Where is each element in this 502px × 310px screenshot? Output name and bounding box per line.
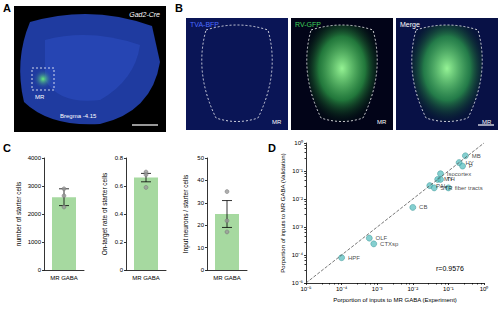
svg-text:0: 0 bbox=[120, 267, 124, 273]
svg-text:10⁻¹: 10⁻¹ bbox=[443, 286, 454, 292]
svg-text:A: A bbox=[3, 2, 11, 14]
svg-text:Porportion of inputs to MR GAB: Porportion of inputs to MR GABA (Experim… bbox=[333, 297, 457, 303]
svg-text:30: 30 bbox=[197, 200, 204, 206]
svg-text:10⁻⁵: 10⁻⁵ bbox=[291, 280, 303, 286]
svg-text:On-target rate of starter cell: On-target rate of starter cells bbox=[101, 172, 109, 255]
svg-text:1000: 1000 bbox=[28, 239, 42, 245]
svg-text:10⁻⁴: 10⁻⁴ bbox=[336, 286, 348, 292]
svg-text:HPF: HPF bbox=[348, 255, 360, 261]
svg-text:Merge: Merge bbox=[400, 21, 420, 29]
svg-text:10⁻²: 10⁻² bbox=[407, 286, 418, 292]
svg-text:10⁻²: 10⁻² bbox=[292, 196, 303, 202]
svg-text:MR: MR bbox=[272, 119, 282, 125]
svg-text:C: C bbox=[3, 142, 11, 154]
svg-text:0.6: 0.6 bbox=[115, 183, 124, 189]
svg-text:B: B bbox=[175, 2, 183, 14]
svg-text:OLF: OLF bbox=[375, 235, 388, 242]
svg-text:TVA-BFP: TVA-BFP bbox=[190, 21, 219, 28]
svg-text:CTXsp: CTXsp bbox=[380, 241, 399, 247]
svg-text:10⁻⁵: 10⁻⁵ bbox=[300, 286, 312, 292]
svg-text:20: 20 bbox=[197, 222, 204, 228]
svg-text:STR: STR bbox=[441, 185, 454, 191]
svg-text:0.8: 0.8 bbox=[115, 155, 124, 161]
svg-text:2000: 2000 bbox=[28, 211, 42, 217]
svg-text:10⁻⁴: 10⁻⁴ bbox=[292, 252, 304, 258]
svg-text:Bregma -4.15: Bregma -4.15 bbox=[60, 113, 97, 119]
svg-text:MR: MR bbox=[35, 94, 45, 100]
svg-text:fiber tracts: fiber tracts bbox=[455, 185, 483, 191]
svg-text:r=0.9576: r=0.9576 bbox=[436, 265, 464, 272]
svg-text:MR GABA: MR GABA bbox=[50, 275, 78, 281]
svg-text:number of starter cells: number of starter cells bbox=[15, 181, 22, 246]
svg-text:MB: MB bbox=[472, 153, 481, 159]
svg-text:D: D bbox=[268, 142, 276, 154]
svg-text:MR: MR bbox=[377, 119, 387, 125]
svg-text:TH: TH bbox=[447, 176, 455, 182]
svg-text:0: 0 bbox=[201, 267, 205, 273]
svg-text:0: 0 bbox=[38, 267, 42, 273]
svg-text:Isocortex: Isocortex bbox=[446, 170, 472, 177]
svg-text:3000: 3000 bbox=[28, 183, 42, 189]
svg-text:50: 50 bbox=[197, 155, 204, 161]
svg-text:40: 40 bbox=[197, 177, 204, 183]
svg-text:10⁻³: 10⁻³ bbox=[372, 286, 383, 292]
svg-text:10: 10 bbox=[197, 245, 204, 251]
svg-text:4000: 4000 bbox=[28, 155, 42, 161]
svg-text:Porportion of inputs to MR GAB: Porportion of inputs to MR GABA (Validat… bbox=[280, 153, 286, 272]
svg-text:MR: MR bbox=[482, 119, 492, 125]
svg-text:10⁰: 10⁰ bbox=[294, 139, 303, 146]
svg-text:Input neurons / starter cells: Input neurons / starter cells bbox=[182, 174, 190, 253]
svg-text:10⁻³: 10⁻³ bbox=[292, 224, 303, 230]
svg-text:10⁰: 10⁰ bbox=[480, 285, 489, 292]
svg-text:10⁻¹: 10⁻¹ bbox=[292, 168, 303, 174]
svg-text:Gad2-Cre: Gad2-Cre bbox=[129, 11, 160, 18]
svg-text:MR GABA: MR GABA bbox=[213, 275, 241, 281]
svg-text:RV-GFP: RV-GFP bbox=[295, 21, 321, 28]
svg-text:MR GABA: MR GABA bbox=[132, 275, 160, 281]
svg-text:P: P bbox=[469, 163, 473, 169]
svg-text:0.2: 0.2 bbox=[115, 239, 124, 245]
svg-text:0.4: 0.4 bbox=[115, 211, 124, 217]
svg-text:CB: CB bbox=[419, 204, 427, 210]
